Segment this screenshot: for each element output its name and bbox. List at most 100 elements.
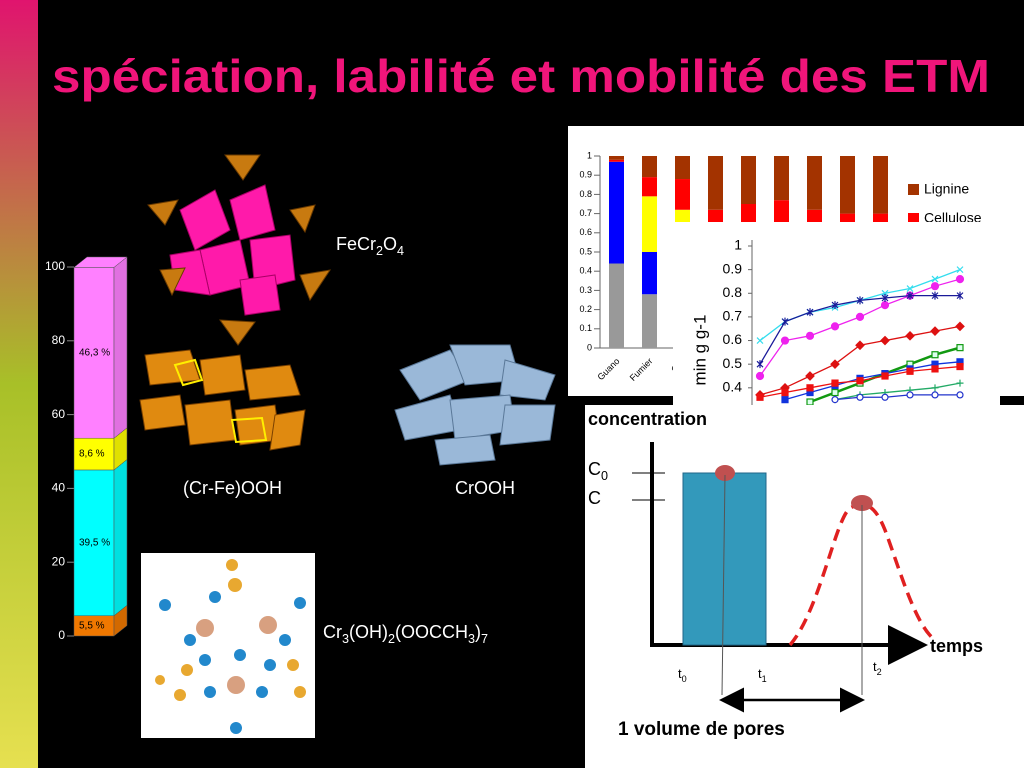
- t1-label: t1: [758, 666, 767, 684]
- legend-swatch: [908, 184, 919, 195]
- text-part: C: [588, 459, 601, 479]
- structure-label: (Cr-Fe)OOH: [183, 478, 282, 498]
- structure-crooh: [394, 344, 556, 466]
- t2-label: t2: [873, 659, 882, 677]
- bar-segment: [609, 161, 624, 264]
- legend-label: Lignine: [924, 181, 969, 197]
- text-part: CrOOH: [455, 478, 515, 498]
- marker: [756, 393, 764, 401]
- text-part: 7: [481, 632, 488, 646]
- bar-segment: [708, 156, 723, 210]
- text-part: FeCr: [336, 234, 376, 254]
- marker: [905, 330, 915, 341]
- marker: [756, 360, 764, 369]
- marker: [931, 275, 939, 283]
- text-part: 0: [682, 674, 687, 684]
- marker: [906, 291, 914, 300]
- diagram-x-label: temps: [930, 636, 983, 656]
- marker: [881, 393, 889, 401]
- text-part: 4: [397, 244, 404, 258]
- marker: [781, 396, 789, 404]
- bar-segment: [675, 179, 690, 210]
- text-part: 2: [388, 632, 395, 646]
- plot-area: [755, 266, 965, 405]
- bar-segment: [840, 156, 855, 214]
- text-part: 1: [762, 674, 767, 684]
- marker: [956, 362, 964, 371]
- marker: [906, 391, 914, 399]
- marker: [881, 294, 889, 302]
- marker: [806, 384, 814, 392]
- marker: [831, 379, 839, 387]
- series-line: [784, 361, 961, 401]
- marker: [781, 317, 789, 326]
- marker: [931, 384, 939, 392]
- text-part: Cr: [323, 622, 342, 642]
- structure-label: FeCr2O4: [336, 234, 404, 259]
- text-part: 2: [376, 244, 383, 258]
- bar-segment: [873, 213, 888, 224]
- text-part: (OOCCH: [395, 622, 468, 642]
- line-chart-panel: [673, 222, 1000, 408]
- marker: [931, 351, 939, 359]
- structure-fecr2o4: [147, 154, 332, 346]
- marker: [931, 365, 939, 373]
- c-label: C: [588, 488, 601, 508]
- y-tick-label: 0.3: [579, 285, 592, 295]
- bar-segment: [873, 156, 888, 214]
- bar-segment: [642, 252, 657, 295]
- value-label: 39,5 %: [79, 537, 110, 548]
- bar-side-shade: [114, 459, 127, 616]
- y-tick-label: 0.4: [579, 266, 592, 276]
- bar-segment: [642, 294, 657, 348]
- marker: [955, 274, 965, 284]
- kinetic-line-chart: 0.4 0.5 0.6 0.7 0.8 0.9 1 min g g-1: [690, 237, 965, 405]
- marker: [956, 379, 964, 387]
- y-tick-label: 0.7: [579, 208, 592, 218]
- text-part: 3: [468, 632, 475, 646]
- bar-segment: [708, 209, 723, 224]
- y-tick-label: 0.6: [723, 331, 743, 347]
- y-tick-label: 0.5: [723, 355, 743, 371]
- y-tick-label: 0: [58, 628, 65, 642]
- marker: [930, 282, 940, 291]
- marker: [856, 377, 864, 385]
- t0-label: t0: [678, 666, 687, 684]
- bar-segment: [73, 469, 115, 616]
- series-line: [834, 394, 960, 401]
- marker: [931, 291, 939, 300]
- marker: [956, 344, 964, 352]
- bar-side-shade: [114, 256, 127, 439]
- y-tick-label: 0.6: [579, 227, 592, 237]
- text-part: t: [873, 659, 877, 674]
- structure-label: CrOOH: [455, 478, 515, 498]
- marker: [831, 388, 839, 397]
- marker: [781, 388, 789, 397]
- y-tick-label: 100: [45, 259, 65, 273]
- marker: [780, 336, 790, 345]
- y-tick-label: 0.2: [579, 304, 592, 314]
- series-line: [834, 382, 961, 401]
- marker: [855, 312, 865, 322]
- marker: [906, 285, 914, 292]
- diagram-caption: 1 volume de pores: [618, 719, 785, 740]
- bar-segment: [609, 156, 624, 160]
- bar-segment: [840, 213, 855, 224]
- bar-segment: [73, 437, 115, 471]
- text-part: t: [758, 666, 762, 681]
- marker: [856, 296, 864, 305]
- bar-top: [73, 256, 128, 268]
- marker: [956, 291, 964, 300]
- marker: [930, 326, 940, 336]
- slide-title: spéciation, labilité et mobilité des ETM: [52, 50, 990, 102]
- bar-segment: [774, 200, 789, 224]
- bar-segment: [609, 263, 624, 348]
- bar-segment: [774, 156, 789, 201]
- structure-cr3: [141, 553, 315, 738]
- y-tick-label: 60: [52, 407, 66, 421]
- marker: [755, 371, 765, 381]
- bar-segment: [741, 156, 756, 204]
- bar-segment: [741, 204, 756, 224]
